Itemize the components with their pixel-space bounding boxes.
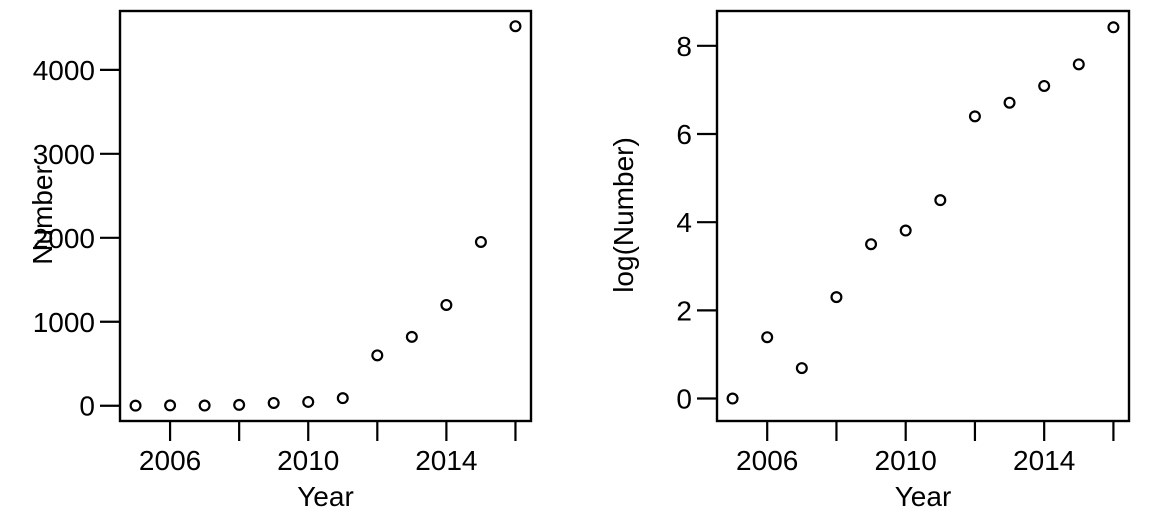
x-tick-label: 2010 [875, 445, 937, 476]
data-point [440, 298, 453, 311]
data-point [233, 398, 246, 411]
plot-box [118, 9, 533, 423]
plot-area-log-number: 2006 2010 2014 0 2 4 6 8 [676, 9, 1131, 476]
data-point [934, 194, 947, 207]
y-tick-label: 2000 [33, 223, 95, 254]
data-point [1003, 96, 1016, 109]
x-axis-title: Year [895, 481, 952, 512]
x-tick-label: 2014 [415, 445, 477, 476]
data-point [899, 224, 912, 237]
y-tick-label: 1000 [33, 307, 95, 338]
scatter-plot-number: 2006 2010 2014 0 1000 2000 3000 4000 Year Numbe… [27, 9, 533, 512]
y-tick-label: 4000 [33, 55, 95, 86]
y-axis-title: log(Number) [608, 137, 639, 293]
y-tick-label: 8 [676, 31, 692, 62]
y-axis-title: Number [27, 165, 58, 265]
y-tick-label: 4 [676, 207, 692, 238]
data-point [1072, 58, 1085, 71]
data-point [761, 331, 774, 344]
scatter-plot-log-number-svg: 2006 2010 2014 0 2 4 6 8 Year log(Number) [608, 9, 1131, 512]
x-tick-label: 2006 [139, 445, 201, 476]
data-point [267, 396, 280, 409]
data-point [302, 395, 315, 408]
data-point [1107, 21, 1120, 34]
data-point [509, 20, 522, 33]
data-point [1038, 79, 1051, 92]
data-point [405, 330, 418, 343]
y-tick-label: 3000 [33, 139, 95, 170]
data-point [198, 399, 211, 412]
y-tick-label: 0 [676, 384, 692, 415]
y-tick-label: 0 [79, 391, 95, 422]
x-tick-label: 2014 [1013, 445, 1075, 476]
data-point [336, 392, 349, 405]
y-tick-label: 6 [676, 119, 692, 150]
x-tick-label: 2006 [736, 445, 798, 476]
data-point [865, 238, 878, 251]
data-point [474, 235, 487, 248]
x-axis-title: Year [297, 481, 354, 512]
data-point [129, 399, 142, 412]
data-point [795, 362, 808, 375]
data-point [968, 110, 981, 123]
plot-box [715, 9, 1131, 423]
data-point [830, 291, 843, 304]
scatter-plot-log-number: 2006 2010 2014 0 2 4 6 8 Year log(Number) [575, 0, 1150, 514]
data-point [164, 399, 177, 412]
y-tick-label: 2 [676, 295, 692, 326]
scatter-plot-number-svg: 2006 2010 2014 0 1000 2000 3000 4000 Year Numbe… [27, 9, 533, 512]
x-tick-label: 2010 [277, 445, 339, 476]
plot-area-number: 2006 2010 2014 0 1000 2000 3000 4000 [33, 9, 533, 476]
data-point [371, 349, 384, 362]
data-point [726, 392, 739, 405]
